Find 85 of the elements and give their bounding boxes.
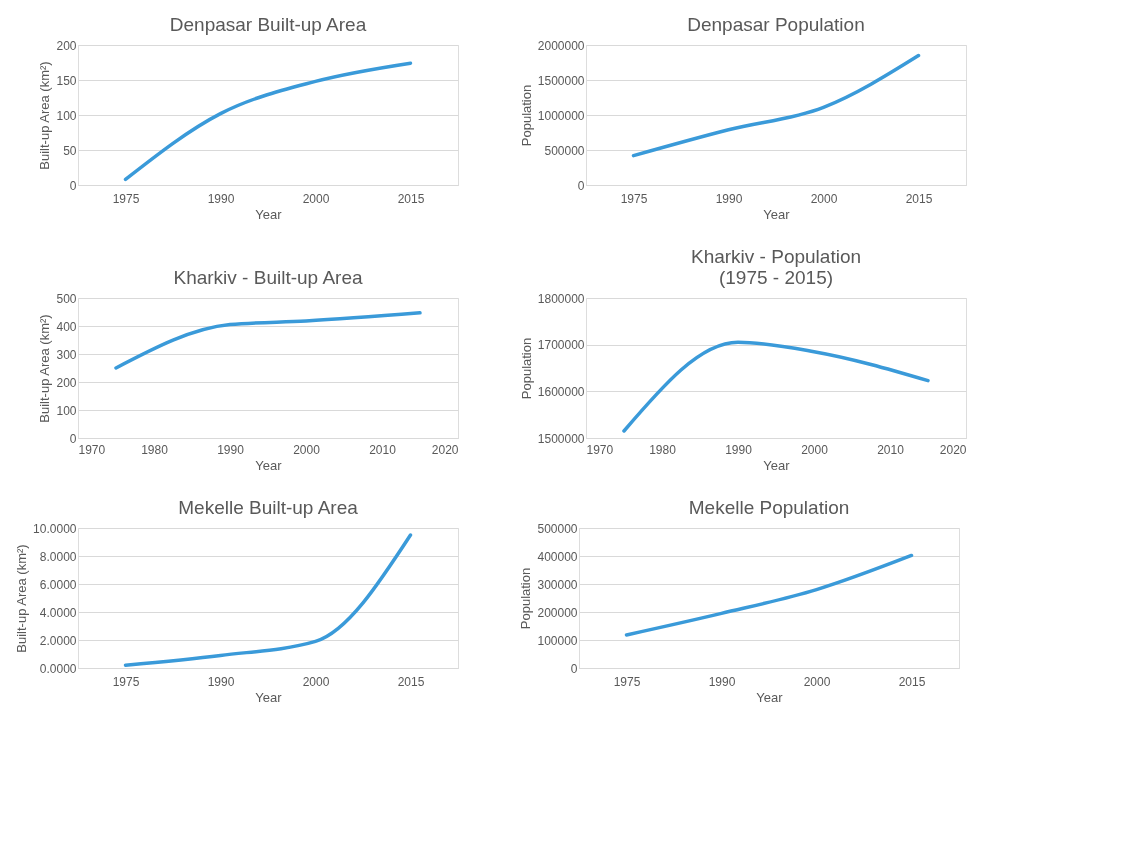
x-tick-label: 1970 <box>586 442 614 457</box>
y-tick-label: 0 <box>69 178 77 193</box>
y-axis-title: Built-up Area (km²) <box>14 544 30 653</box>
x-tick-label: 2000 <box>302 191 330 206</box>
chart-title: Mekelle Population <box>688 497 850 518</box>
x-tick-label: 1990 <box>725 442 753 457</box>
y-axis-title: Population <box>518 84 534 147</box>
x-tick-label: 2000 <box>810 191 838 206</box>
x-tick-label: 2015 <box>905 191 933 206</box>
y-tick-label: 300000 <box>537 577 578 592</box>
y-tick-label: 500000 <box>544 143 585 158</box>
y-tick-label: 150 <box>56 73 77 88</box>
y-tick-label: 100 <box>56 403 77 418</box>
x-tick-label: 1990 <box>217 442 245 457</box>
chart-title: Denpasar Population <box>687 14 865 35</box>
x-tick-label: 2000 <box>293 442 321 457</box>
line-series <box>622 340 930 433</box>
y-tick-label: 500 <box>56 291 77 306</box>
y-tick-label: 100000 <box>537 633 578 648</box>
y-tick-label: 2000000 <box>537 38 585 53</box>
chart-title: Kharkiv - Built-up Area <box>173 267 363 288</box>
x-tick-label: 2010 <box>369 442 397 457</box>
x-tick-label: 2020 <box>431 442 459 457</box>
y-tick-label: 8.0000 <box>39 549 77 564</box>
y-tick-label: 6.0000 <box>39 577 77 592</box>
line-series <box>631 53 921 158</box>
x-axis-title: Year <box>255 206 283 222</box>
y-tick-label: 400 <box>56 319 77 334</box>
y-tick-label: 300 <box>56 347 77 362</box>
y-tick-label: 1500000 <box>537 431 585 446</box>
x-tick-label: 1970 <box>78 442 106 457</box>
y-tick-label: 2.0000 <box>39 633 77 648</box>
y-tick-label: 0 <box>69 431 77 446</box>
x-axis-title: Year <box>763 457 791 473</box>
x-axis-title: Year <box>255 689 283 705</box>
y-axis-title: Population <box>518 337 534 400</box>
x-tick-label: 1980 <box>141 442 169 457</box>
x-tick-label: 1990 <box>207 191 235 206</box>
line-series <box>624 553 914 637</box>
x-tick-label: 1990 <box>708 674 736 689</box>
x-tick-label: 1975 <box>112 674 140 689</box>
x-tick-label: 2015 <box>898 674 926 689</box>
y-tick-label: 1800000 <box>537 291 585 306</box>
x-axis-title: Year <box>756 689 784 705</box>
y-tick-label: 1600000 <box>537 384 585 399</box>
x-tick-label: 1975 <box>620 191 648 206</box>
y-tick-label: 0.0000 <box>39 661 77 676</box>
y-tick-label: 1500000 <box>537 73 585 88</box>
line-series <box>123 533 413 667</box>
x-tick-label: 2000 <box>801 442 829 457</box>
y-tick-label: 200000 <box>537 605 578 620</box>
y-axis-title: Built-up Area (km²) <box>37 314 53 423</box>
line-series <box>114 311 422 370</box>
text: Kharkiv - Population <box>690 246 862 267</box>
x-tick-label: 2015 <box>397 191 425 206</box>
x-tick-label: 1990 <box>207 674 235 689</box>
x-tick-label: 2010 <box>877 442 905 457</box>
chart-title: Mekelle Built-up Area <box>178 497 359 518</box>
y-tick-label: 4.0000 <box>39 605 77 620</box>
text: (1975 - 2015) <box>718 267 834 288</box>
x-tick-label: 2015 <box>397 674 425 689</box>
x-tick-label: 2020 <box>939 442 967 457</box>
y-tick-label: 500000 <box>537 521 578 536</box>
y-tick-label: 0 <box>570 661 578 676</box>
x-tick-label: 1980 <box>649 442 677 457</box>
y-tick-label: 400000 <box>537 549 578 564</box>
y-axis-title: Population <box>518 567 534 630</box>
x-tick-label: 1990 <box>715 191 743 206</box>
x-tick-label: 1975 <box>613 674 641 689</box>
y-tick-label: 10.0000 <box>33 521 77 536</box>
y-tick-label: 0 <box>577 178 585 193</box>
x-tick-label: 2000 <box>803 674 831 689</box>
x-axis-title: Year <box>255 457 283 473</box>
y-tick-label: 200 <box>56 375 77 390</box>
y-tick-label: 1000000 <box>537 108 585 123</box>
y-tick-label: 1700000 <box>537 338 585 353</box>
x-tick-label: 2000 <box>302 674 330 689</box>
y-tick-label: 100 <box>56 108 77 123</box>
y-tick-label: 50 <box>63 143 77 158</box>
chart-title: Denpasar Built-up Area <box>169 14 367 35</box>
y-tick-label: 200 <box>56 38 77 53</box>
x-tick-label: 1975 <box>112 191 140 206</box>
line-series <box>123 61 413 182</box>
y-axis-title: Built-up Area (km²) <box>37 61 53 170</box>
x-axis-title: Year <box>763 206 791 222</box>
